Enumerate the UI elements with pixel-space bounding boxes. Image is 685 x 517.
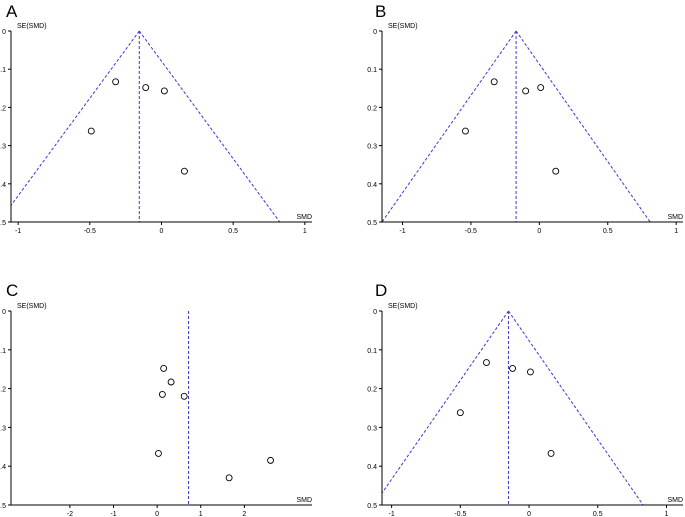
y-tick-label: 0.2 bbox=[0, 387, 6, 394]
x-tick-label: -1 bbox=[15, 228, 21, 235]
x-tick-label: 0 bbox=[527, 511, 531, 517]
x-axis-title: SMD bbox=[667, 497, 683, 504]
study-point bbox=[180, 167, 188, 175]
x-tick-label: -1 bbox=[389, 511, 395, 517]
y-tick-label: 0.3 bbox=[0, 425, 6, 432]
x-tick-label: 0.5 bbox=[593, 511, 603, 517]
x-tick-label: -0.5 bbox=[465, 228, 477, 235]
study-point bbox=[225, 474, 233, 482]
x-tick-label: -1 bbox=[399, 228, 405, 235]
x-tick-label: -1 bbox=[110, 511, 116, 517]
y-tick-label: 0.2 bbox=[0, 105, 6, 112]
study-point bbox=[483, 359, 490, 367]
y-tick-label: 0 bbox=[373, 29, 377, 36]
y-tick-label: 0.5 bbox=[0, 220, 6, 227]
x-tick-label: 0 bbox=[155, 511, 159, 517]
y-tick-label: 0.4 bbox=[367, 464, 377, 471]
y-tick-label: 0.4 bbox=[367, 182, 377, 189]
study-point bbox=[154, 449, 162, 457]
y-tick-label: 0 bbox=[2, 29, 6, 36]
x-tick-label: 2 bbox=[242, 511, 246, 517]
study-point bbox=[526, 368, 534, 376]
y-tick-label: 0.1 bbox=[367, 348, 377, 355]
study-point bbox=[167, 378, 175, 386]
funnel-right-limit bbox=[508, 310, 644, 506]
funnel-left-limit bbox=[381, 310, 509, 494]
x-tick-label: 0 bbox=[537, 228, 541, 235]
study-point bbox=[552, 167, 560, 175]
y-tick-label: 0.3 bbox=[0, 144, 6, 151]
x-tick-label: 0.5 bbox=[228, 228, 238, 235]
y-axis-title: SE(SMD) bbox=[388, 23, 418, 30]
x-tick-label: 0 bbox=[160, 228, 164, 235]
x-axis-title: SMD bbox=[667, 214, 683, 221]
study-point bbox=[112, 78, 120, 86]
x-axis-title: SMD bbox=[296, 214, 312, 221]
study-point bbox=[509, 364, 517, 372]
x-tick-label: 1 bbox=[665, 511, 669, 517]
y-tick-label: 0.3 bbox=[367, 425, 377, 432]
y-axis-title: SE(SMD) bbox=[388, 303, 418, 310]
study-point bbox=[522, 87, 530, 95]
y-tick-label: 0 bbox=[373, 309, 377, 316]
panel-label-d: D bbox=[375, 281, 388, 300]
y-tick-label: 0.2 bbox=[367, 105, 377, 112]
x-tick-label: -0.5 bbox=[84, 228, 96, 235]
study-point bbox=[160, 364, 168, 372]
y-tick-label: 0.1 bbox=[0, 348, 6, 355]
panel-label-c: C bbox=[6, 281, 19, 300]
x-axis-title: SMD bbox=[296, 497, 312, 504]
study-point bbox=[267, 456, 275, 464]
y-tick-label: 0.1 bbox=[0, 67, 6, 74]
y-tick-label: 0.2 bbox=[367, 387, 377, 394]
panel-label-b: B bbox=[375, 2, 387, 21]
y-tick-label: 0.1 bbox=[367, 67, 377, 74]
y-tick-label: 0.4 bbox=[0, 182, 6, 189]
funnel-left-limit bbox=[381, 30, 517, 223]
x-tick-label: 1 bbox=[674, 228, 678, 235]
panel-label-a: A bbox=[6, 2, 18, 21]
y-tick-label: 0.5 bbox=[367, 220, 377, 227]
y-tick-label: 0.5 bbox=[0, 503, 6, 510]
funnel-right-limit bbox=[515, 30, 651, 223]
study-point bbox=[490, 78, 498, 86]
study-point bbox=[456, 409, 464, 417]
study-point bbox=[142, 84, 150, 91]
x-tick-label: 0.5 bbox=[603, 228, 613, 235]
x-tick-label: 1 bbox=[199, 511, 203, 517]
study-point bbox=[547, 449, 555, 457]
y-axis-title: SE(SMD) bbox=[17, 23, 47, 30]
x-tick-label: -2 bbox=[67, 511, 73, 517]
study-point bbox=[87, 127, 95, 135]
x-tick-label: -0.5 bbox=[454, 511, 466, 517]
y-tick-label: 0.5 bbox=[367, 503, 377, 510]
study-point bbox=[537, 84, 545, 91]
funnel-left-limit bbox=[10, 30, 140, 206]
x-tick-label: 1 bbox=[303, 228, 307, 235]
study-point bbox=[180, 392, 188, 400]
y-tick-label: 0 bbox=[2, 309, 6, 316]
study-point bbox=[160, 87, 168, 95]
y-tick-label: 0.4 bbox=[0, 464, 6, 471]
study-point bbox=[158, 390, 166, 398]
funnel-right-limit bbox=[138, 30, 281, 223]
y-axis-title: SE(SMD) bbox=[17, 303, 47, 310]
y-tick-label: 0.3 bbox=[367, 144, 377, 151]
study-point bbox=[462, 127, 469, 135]
